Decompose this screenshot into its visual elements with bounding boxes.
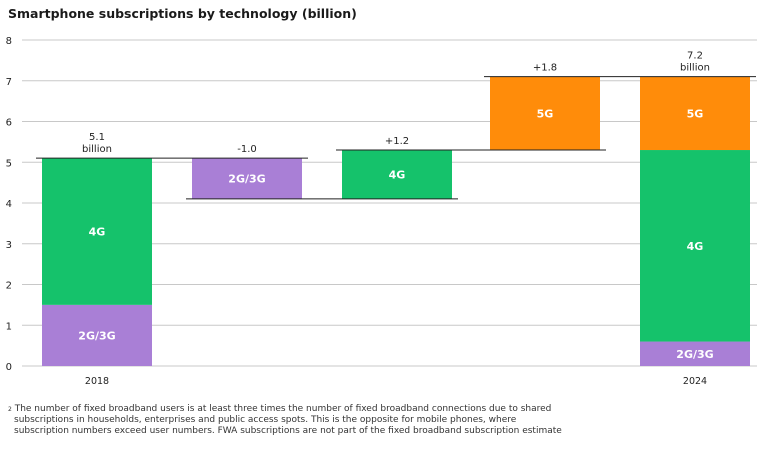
labels: 0123456782G/3G4G5.1billion20182G/3G-1.04… bbox=[6, 36, 714, 387]
y-tick-label: 4 bbox=[6, 199, 12, 210]
segment-label: 5G bbox=[687, 107, 704, 120]
top-value-label: -1.0 bbox=[237, 144, 257, 155]
top-value-label: 5.1 bbox=[89, 132, 105, 143]
y-tick-label: 1 bbox=[6, 321, 12, 332]
y-tick-label: 5 bbox=[6, 158, 12, 169]
segment-label: 4G bbox=[687, 240, 704, 253]
chart-title: Smartphone subscriptions by technology (… bbox=[8, 6, 357, 21]
segment-label: 4G bbox=[89, 226, 106, 239]
segment-label: 2G/3G bbox=[228, 173, 265, 186]
footnote: 2 The number of fixed broadband users is… bbox=[8, 404, 608, 437]
segment-label: 5G bbox=[537, 107, 554, 120]
footnote-line-2: subscriptions in households, enterprises… bbox=[14, 415, 517, 425]
top-value-label: billion bbox=[82, 144, 112, 155]
y-tick-label: 8 bbox=[6, 36, 12, 47]
footnote-marker: 2 bbox=[8, 406, 12, 413]
connector-lines bbox=[36, 76, 756, 200]
footnote-line-3: subscription numbers exceed user numbers… bbox=[14, 426, 562, 436]
top-value-label: 7.2 bbox=[687, 51, 703, 62]
bar-segment-2g-3g bbox=[42, 304, 152, 366]
y-tick-label: 2 bbox=[6, 281, 12, 292]
x-tick-label: 2024 bbox=[683, 376, 707, 387]
segment-label: 4G bbox=[389, 168, 406, 181]
bars bbox=[42, 76, 750, 366]
y-tick-label: 3 bbox=[6, 240, 12, 251]
bar-segment-4g bbox=[342, 150, 452, 199]
gridlines bbox=[22, 39, 757, 367]
segment-label: 2G/3G bbox=[78, 329, 115, 342]
top-value-label: +1.8 bbox=[533, 63, 557, 74]
x-tick-label: 2018 bbox=[85, 376, 109, 387]
bar-segment-5g bbox=[490, 76, 600, 151]
bar-segment-2g-3g bbox=[192, 158, 302, 199]
y-tick-label: 7 bbox=[6, 77, 12, 88]
bar-segment-5g bbox=[640, 76, 750, 151]
waterfall-chart: 0123456782G/3G4G5.1billion20182G/3G-1.04… bbox=[6, 36, 757, 387]
top-value-label: billion bbox=[680, 63, 710, 74]
top-value-label: +1.2 bbox=[385, 136, 409, 147]
bar-segment-2g-3g bbox=[640, 341, 750, 366]
y-tick-label: 6 bbox=[6, 118, 12, 129]
footnote-line-1: The number of fixed broadband users is a… bbox=[14, 404, 552, 414]
bar-segment-4g bbox=[42, 158, 152, 305]
segment-label: 2G/3G bbox=[676, 348, 713, 361]
y-tick-label: 0 bbox=[6, 362, 12, 373]
bar-segment-4g bbox=[640, 150, 750, 342]
